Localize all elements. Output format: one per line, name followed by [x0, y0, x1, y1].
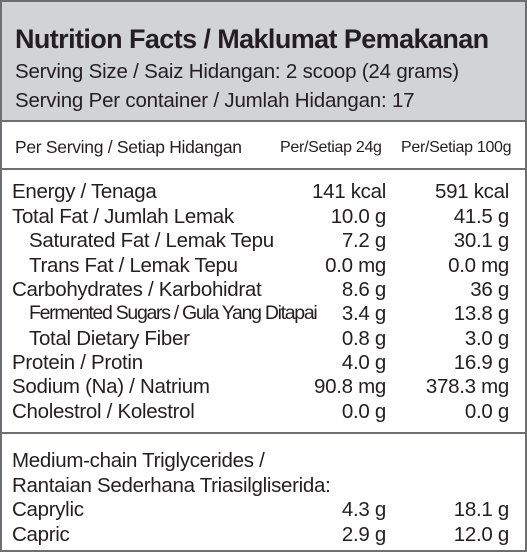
nutrient-label: Sodium (Na) / Natrium: [12, 375, 210, 398]
nutrient-row-protein: Protein / Protin 4.0 g 16.9 g: [2, 351, 525, 375]
nutrient-value-100g: 30.1 g: [453, 229, 510, 252]
nutrient-value-24g: 10.0 g: [330, 205, 387, 228]
nutrient-value-24g: 2.9 g: [341, 523, 386, 546]
nutrient-value-100g: 18.1 g: [453, 498, 510, 521]
nutrient-row-total-fat: Total Fat / Jumlah Lemak 10.0 g 41.5 g: [2, 205, 525, 229]
nutrient-value-100g: 378.3 mg: [425, 375, 509, 398]
nutrition-title: Nutrition Facts / Maklumat Pemakanan: [15, 24, 489, 54]
nutrient-row-fermented-sugars: Fermented Sugars / Gula Yang Ditapai 3.4…: [2, 302, 525, 326]
mct-row-caprylic: Caprylic 4.3 g 18.1 g: [2, 498, 525, 522]
nutrient-value-24g: 0.8 g: [341, 327, 386, 350]
nutrient-value-24g: 0.0 g: [341, 400, 386, 423]
nutrient-value-24g: 141 kcal: [312, 180, 386, 203]
nutrient-label: Trans Fat / Lemak Tepu: [29, 254, 238, 277]
nutrient-row-trans-fat: Trans Fat / Lemak Tepu 0.0 mg 0.0 mg: [2, 254, 525, 278]
servings-per-container: Serving Per container / Jumlah Hidangan:…: [15, 89, 415, 112]
column-header-per-100g: Per/Setiap 100g: [401, 139, 512, 156]
nutrient-label: Cholestrol / Kolestrol: [12, 400, 195, 423]
nutrient-label: Total Fat / Jumlah Lemak: [12, 205, 234, 228]
nutrition-header: Nutrition Facts / Maklumat Pemakanan Ser…: [2, 2, 525, 122]
nutrient-value-24g: 8.6 g: [341, 278, 386, 301]
nutrient-label: Carbohydrates / Karbohidrat: [12, 278, 262, 301]
section-divider: [2, 168, 525, 170]
nutrient-row-carbohydrates: Carbohydrates / Karbohidrat 8.6 g 36 g: [2, 278, 525, 302]
nutrient-value-24g: 4.0 g: [341, 351, 386, 374]
nutrient-value-24g: 90.8 mg: [314, 375, 386, 398]
nutrient-value-24g: 3.4 g: [341, 302, 386, 325]
nutrient-label: Protein / Protin: [12, 351, 143, 374]
column-header-per-serving: Per Serving / Setiap Hidangan: [15, 137, 242, 157]
nutrient-value-100g: 0.0 g: [464, 400, 509, 423]
mct-heading-line2: Rantaian Sederhana Triasilgliserida:: [12, 474, 331, 497]
nutrient-label: Caprylic: [12, 498, 84, 521]
nutrient-value-100g: 591 kcal: [435, 180, 509, 203]
nutrient-label: Saturated Fat / Lemak Tepu: [29, 229, 274, 252]
nutrient-value-24g: 0.0 mg: [325, 254, 386, 277]
nutrient-label: Capric: [12, 523, 70, 546]
nutrient-row-dietary-fiber: Total Dietary Fiber 0.8 g 3.0 g: [2, 327, 525, 351]
nutrient-value-100g: 41.5 g: [453, 205, 510, 228]
nutrient-value-100g: 3.0 g: [464, 327, 509, 350]
nutrient-value-100g: 36 g: [470, 278, 509, 301]
serving-size: Serving Size / Saiz Hidangan: 2 scoop (2…: [15, 60, 459, 83]
nutrient-row-energy: Energy / Tenaga 141 kcal 591 kcal: [2, 180, 525, 204]
nutrient-value-100g: 13.8 g: [453, 302, 510, 325]
nutrient-value-100g: 16.9 g: [453, 351, 510, 374]
nutrient-value-24g: 4.3 g: [341, 498, 386, 521]
mct-row-capric: Capric 2.9 g 12.0 g: [2, 523, 525, 547]
nutrient-row-saturated-fat: Saturated Fat / Lemak Tepu 7.2 g 30.1 g: [2, 229, 525, 253]
nutrient-value-100g: 0.0 mg: [448, 254, 509, 277]
nutrient-label: Total Dietary Fiber: [29, 327, 190, 350]
nutrient-value-100g: 12.0 g: [453, 523, 510, 546]
column-header-per-24g: Per/Setiap 24g: [280, 139, 382, 156]
section-divider: [2, 432, 525, 434]
nutrient-row-sodium: Sodium (Na) / Natrium 90.8 mg 378.3 mg: [2, 375, 525, 399]
nutrient-row-cholesterol: Cholestrol / Kolestrol 0.0 g 0.0 g: [2, 400, 525, 424]
mct-heading-line1: Medium-chain Triglycerides /: [12, 449, 265, 472]
nutrient-value-24g: 7.2 g: [341, 229, 386, 252]
nutrient-label: Fermented Sugars / Gula Yang Ditapai: [29, 302, 318, 324]
nutrient-label: Energy / Tenaga: [12, 180, 157, 203]
